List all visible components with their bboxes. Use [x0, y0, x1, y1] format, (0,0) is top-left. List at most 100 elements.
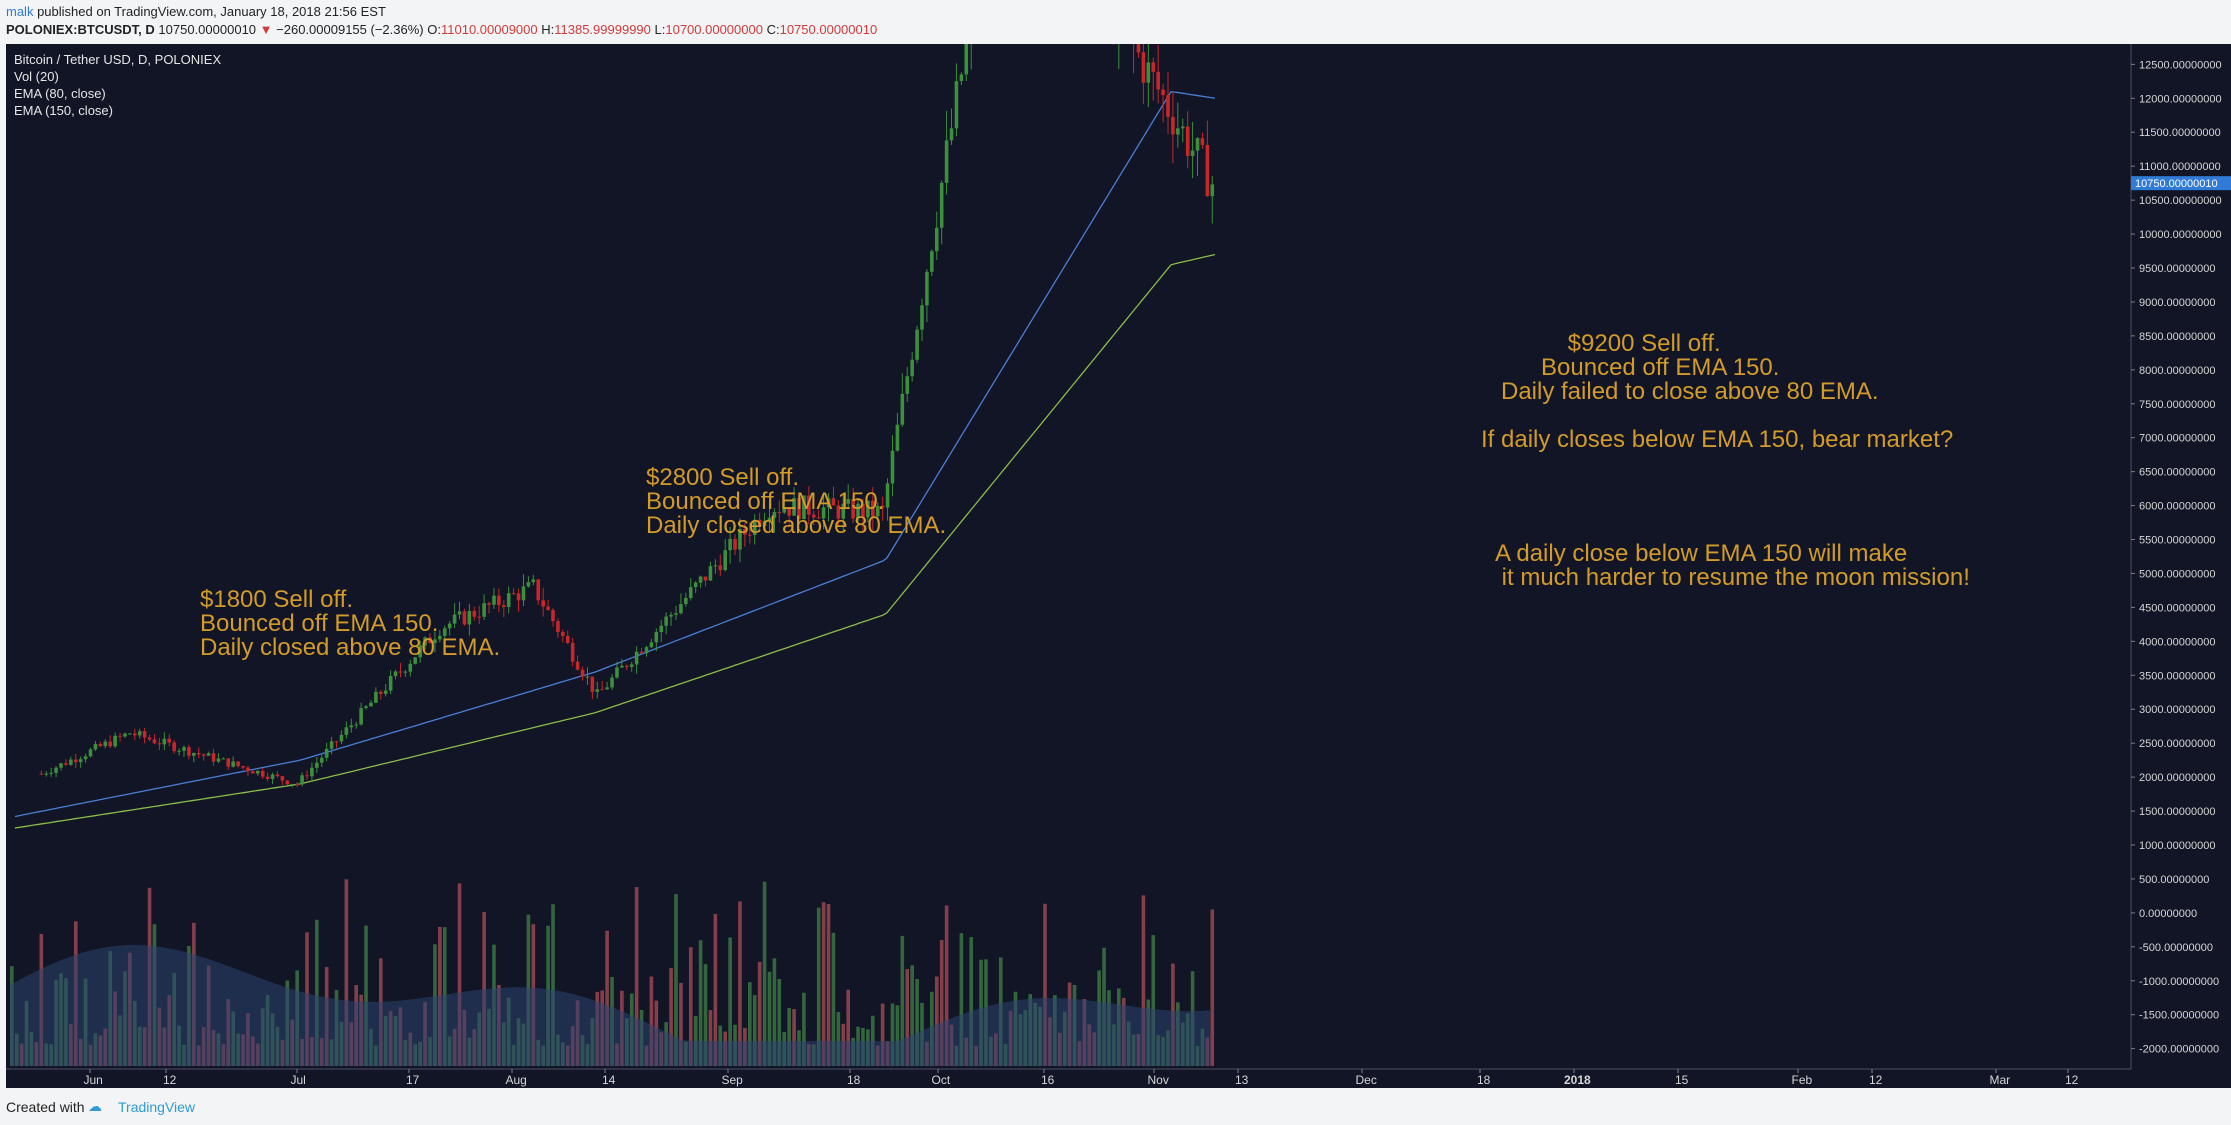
candle-body [290, 783, 295, 785]
candle-body [1180, 126, 1185, 129]
candle-body [944, 140, 949, 183]
time-tick-label: Dec [1356, 1073, 1377, 1087]
volume-bar [1043, 903, 1047, 1066]
symbol-line: POLONIEX:BTCUSDT, D 10750.00000010 ▼ −26… [6, 22, 877, 37]
candle-body [629, 664, 634, 667]
candle-body [285, 780, 290, 785]
candle-body [767, 517, 772, 521]
candle-body [959, 74, 964, 82]
candle-body [73, 759, 78, 763]
candle-body [1156, 71, 1160, 90]
candle-body [900, 393, 905, 425]
candle-body [354, 724, 358, 726]
candle-body [310, 767, 314, 777]
candle-body [506, 593, 511, 607]
price-tick-label: 2000.00000000 [2139, 772, 2215, 784]
candle-body [639, 651, 644, 654]
price-tick-label: 6000.00000000 [2139, 501, 2215, 513]
volume-bar [1151, 935, 1156, 1066]
volume-ma-area [10, 944, 1211, 1066]
last-price-label: 10750.00000010 [2135, 178, 2218, 190]
candle-body [634, 651, 639, 665]
time-axis[interactable]: Jun 12 Jul 17 Aug 14 Sep 18 Oct 16 Nov 13 Dec 18 2018 1… [6, 1068, 2231, 1088]
annotation-9200: $9200 Sell off. Bounced off EMA 150. Dai… [1481, 330, 1954, 453]
candle-body [1176, 128, 1180, 135]
candle-body [118, 735, 122, 737]
legend-ema150[interactable]: EMA (150, close) [14, 103, 113, 118]
price-tick-label: 1000.00000000 [2139, 840, 2215, 852]
price-tick-label: 12000.00000000 [2139, 93, 2222, 105]
candle-body [546, 606, 550, 611]
price-chart[interactable]: 12500.0000000012000.0000000011500.000000… [6, 44, 2231, 1088]
candle-body [536, 579, 541, 601]
candle-body [49, 772, 53, 774]
candle-body [792, 498, 796, 516]
open-label: O: [427, 22, 441, 37]
candle-body [418, 645, 422, 658]
price-tick-label: 500.00000000 [2139, 874, 2209, 886]
candle-body [433, 639, 437, 644]
candle-body [383, 690, 388, 694]
candle-body [866, 500, 870, 518]
time-axis-background [6, 1069, 2231, 1088]
candle-body [590, 676, 595, 692]
candle-body [103, 741, 108, 747]
candle-body [797, 498, 801, 520]
candle-body [1185, 126, 1190, 156]
volume-bar [698, 940, 703, 1066]
price-tick-label: 3000.00000000 [2139, 704, 2215, 716]
candle-body [698, 576, 703, 583]
candle-body [403, 671, 408, 673]
candle-body [841, 503, 846, 519]
candle-body [44, 773, 49, 775]
volume-bar [708, 1010, 713, 1066]
time-tick-label: 14 [602, 1073, 616, 1087]
price-tick-label: 12500.00000000 [2139, 59, 2222, 71]
candle-body [644, 647, 649, 654]
candle-body [162, 738, 167, 745]
volume-bar [738, 901, 742, 1066]
tradingview-link[interactable]: TradingView [118, 1099, 196, 1115]
candle-body [113, 735, 117, 747]
time-tick-label: 12 [1869, 1073, 1883, 1087]
candle-body [821, 507, 826, 519]
candle-body [172, 742, 176, 752]
volume-bar [674, 894, 678, 1066]
time-tick-label: 12 [2065, 1073, 2079, 1087]
candle-body [954, 81, 959, 129]
candle-body [930, 251, 934, 272]
price-tick-label: -2000.00000000 [2139, 1044, 2219, 1056]
volume-bar [895, 1005, 900, 1066]
tradingview-logo-icon[interactable]: ☁ [88, 1098, 102, 1114]
volume-bar [728, 937, 732, 1066]
candle-body [836, 505, 841, 519]
volume-bar [910, 965, 914, 1066]
volume-bar [939, 940, 944, 1066]
legend-ema80[interactable]: EMA (80, close) [14, 86, 106, 101]
ema150-line [14, 253, 1216, 829]
candle-body [502, 605, 506, 607]
author-link[interactable]: malk [6, 4, 34, 19]
candle-body [664, 616, 668, 626]
volume-bar [959, 933, 964, 1066]
candle-body [349, 725, 354, 728]
volume-bar [767, 971, 772, 1066]
chart-pane[interactable]: 12500.00000000 12000.00000000 11500.000000… [6, 44, 2231, 1088]
legend-title[interactable]: Bitcoin / Tether USD, D, POLONIEX [14, 52, 222, 67]
candle-body [684, 597, 688, 605]
legend-vol[interactable]: Vol (20) [14, 69, 59, 84]
time-tick-label: 12 [163, 1073, 177, 1087]
candle-body [748, 534, 752, 536]
volume-bar [748, 982, 752, 1066]
volume-bar [900, 935, 905, 1066]
candle-body [54, 767, 58, 773]
candle-body [108, 741, 112, 747]
symbol-name[interactable]: POLONIEX:BTCUSDT, D [6, 22, 155, 37]
candle-body [811, 514, 816, 518]
price-axis[interactable]: 12500.00000000 12000.00000000 11500.000000… [2130, 44, 2231, 1088]
price-tick-label: 2500.00000000 [2139, 738, 2215, 750]
candle-body [251, 771, 255, 774]
candle-body [492, 595, 496, 605]
time-tick-label: 18 [1477, 1073, 1491, 1087]
volume-bar [482, 912, 486, 1066]
